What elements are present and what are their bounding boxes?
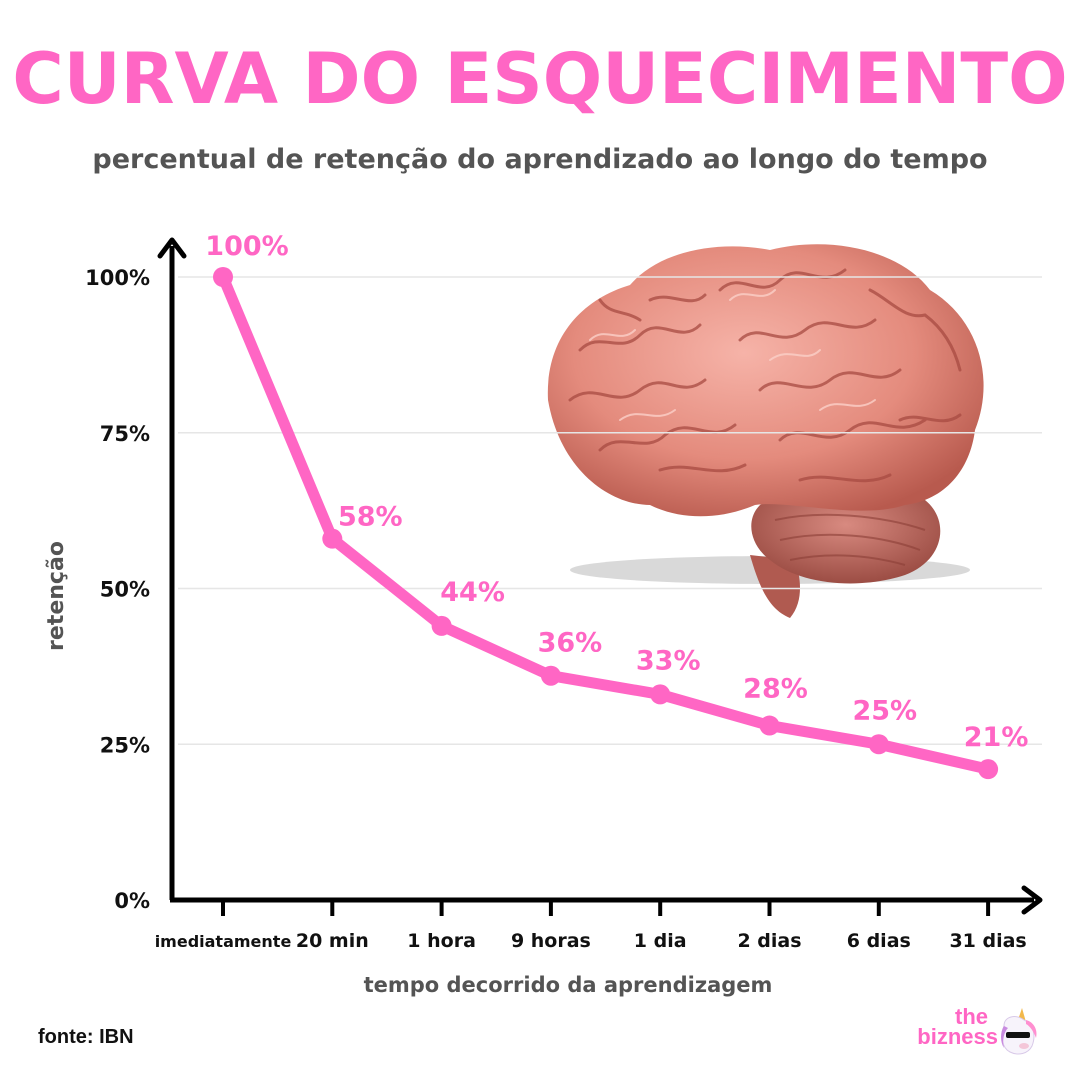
data-point [540, 665, 561, 686]
y-tick-label: 75% [100, 422, 150, 446]
x-axis-arrow-icon [1021, 885, 1043, 915]
data-point [322, 528, 343, 549]
series-line [217, 271, 994, 775]
y-axis-label: retenção [44, 541, 69, 651]
chart-title: CURVA DO ESQUECIMENTO [12, 38, 1068, 120]
data-label: 21% [964, 722, 1029, 753]
x-tick-label: 20 min [296, 930, 369, 952]
y-tick-label: 25% [100, 733, 150, 757]
data-point [213, 267, 233, 287]
x-axis-label: tempo decorrido da aprendizagem [364, 973, 773, 997]
brand-name: bizness [917, 1024, 998, 1049]
y-axis-arrow-icon [157, 237, 187, 259]
data-label: 28% [743, 674, 808, 705]
data-point [759, 715, 780, 736]
brain-icon [547, 244, 984, 618]
brand-the: the [955, 1004, 988, 1029]
brand-logo: the bizness [900, 1004, 1050, 1064]
data-label: 58% [338, 502, 403, 533]
data-label: 100% [205, 231, 288, 262]
data-point [431, 615, 452, 636]
unicorn-icon [1001, 1008, 1037, 1055]
x-tick-label: 31 dias [949, 930, 1026, 952]
chart-subtitle: percentual de retenção do aprendizado ao… [92, 144, 988, 175]
data-point [868, 734, 889, 755]
y-tick-label: 0% [114, 889, 150, 913]
x-tick-label: 1 hora [407, 930, 476, 952]
x-tick-label: 9 horas [511, 930, 591, 952]
data-label: 44% [440, 577, 505, 608]
data-label: 25% [852, 695, 917, 726]
chart-axes [157, 237, 1043, 915]
data-point [978, 759, 999, 780]
source-note: fonte: IBN [38, 1026, 134, 1048]
data-label: 33% [636, 645, 701, 676]
x-tick-label: 6 dias [847, 930, 911, 952]
data-point [650, 684, 671, 705]
y-tick-label: 100% [85, 266, 150, 290]
x-tick-label: 2 dias [737, 930, 801, 952]
x-tick-label: 1 dia [634, 930, 687, 952]
y-tick-label: 50% [100, 578, 150, 602]
data-label: 36% [538, 628, 603, 659]
x-tick-label: imediatamente [155, 932, 292, 951]
